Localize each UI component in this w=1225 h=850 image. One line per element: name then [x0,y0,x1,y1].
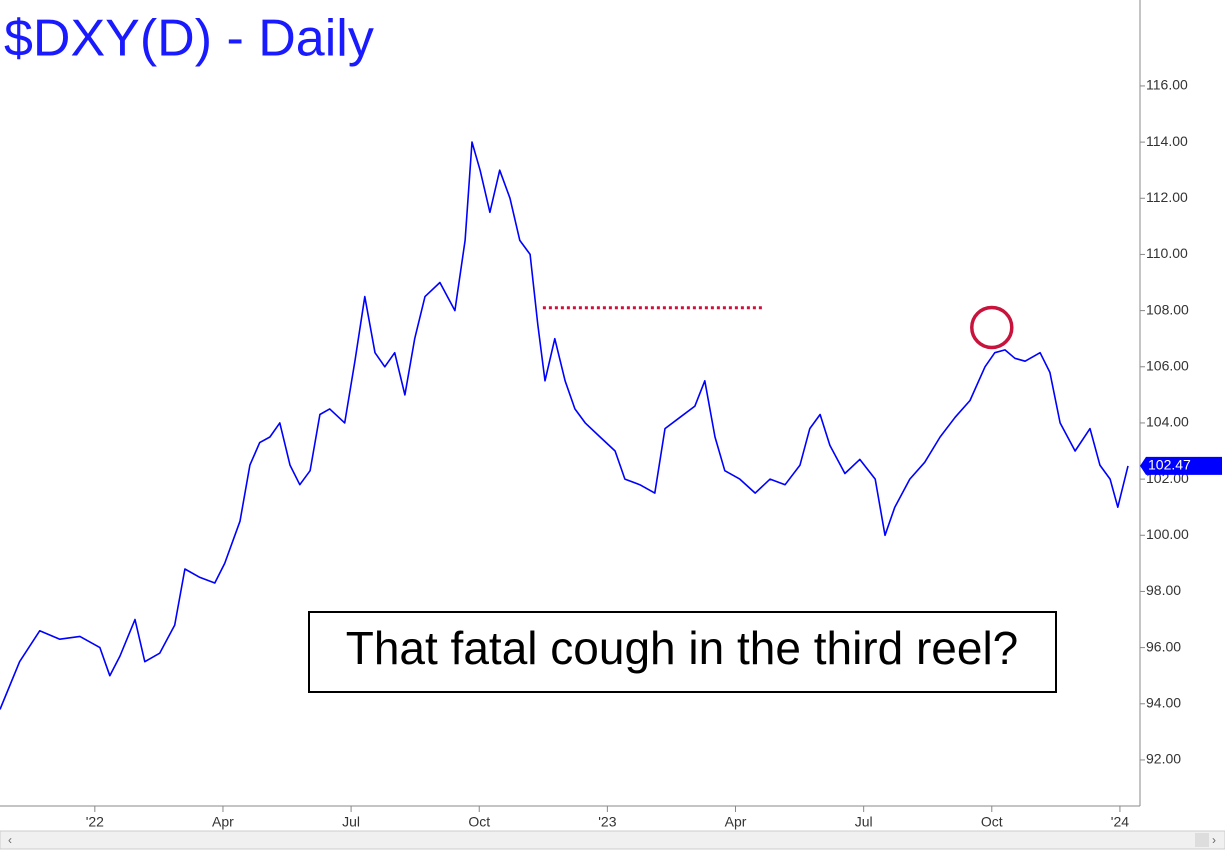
y-tick-label: 92.00 [1146,751,1181,767]
scroll-left[interactable]: ‹ [8,833,12,847]
last-value-label: 102.47 [1148,457,1191,473]
y-tick-label: 112.00 [1146,189,1188,205]
y-tick-label: 106.00 [1146,357,1189,373]
y-tick-label: 100.00 [1146,526,1189,542]
scroll-right[interactable]: › [1212,833,1216,847]
chart-title: $DXY(D) - Daily [4,10,374,68]
scrollbar[interactable] [0,830,1225,850]
highlight-circle [970,305,1014,350]
x-tick-label: Oct [468,814,490,830]
x-tick-label: '24 [1111,814,1129,830]
y-tick-label: 98.00 [1146,582,1181,598]
price-line [0,141,1129,710]
x-tick-label: '23 [598,814,616,830]
y-tick-label: 108.00 [1146,301,1189,317]
x-tick-label: Jul [855,814,873,830]
y-tick-label: 110.00 [1146,245,1188,261]
x-tick-label: Apr [212,814,234,830]
y-tick-label: 104.00 [1146,414,1189,430]
y-tick-label: 96.00 [1146,638,1181,654]
y-tick-label: 116.00 [1146,77,1188,93]
x-tick-label: Oct [981,814,1003,830]
annotation-box [308,611,1057,693]
x-tick-label: Jul [342,814,360,830]
y-tick-label: 114.00 [1146,133,1188,149]
scroll-thumb[interactable] [1195,833,1209,847]
x-tick-label: Apr [725,814,747,830]
last-value-badge [1140,456,1222,475]
x-tick-label: '22 [86,814,104,830]
annotation-text: That fatal cough in the third reel? [346,622,1019,674]
y-tick-label: 94.00 [1146,694,1181,710]
